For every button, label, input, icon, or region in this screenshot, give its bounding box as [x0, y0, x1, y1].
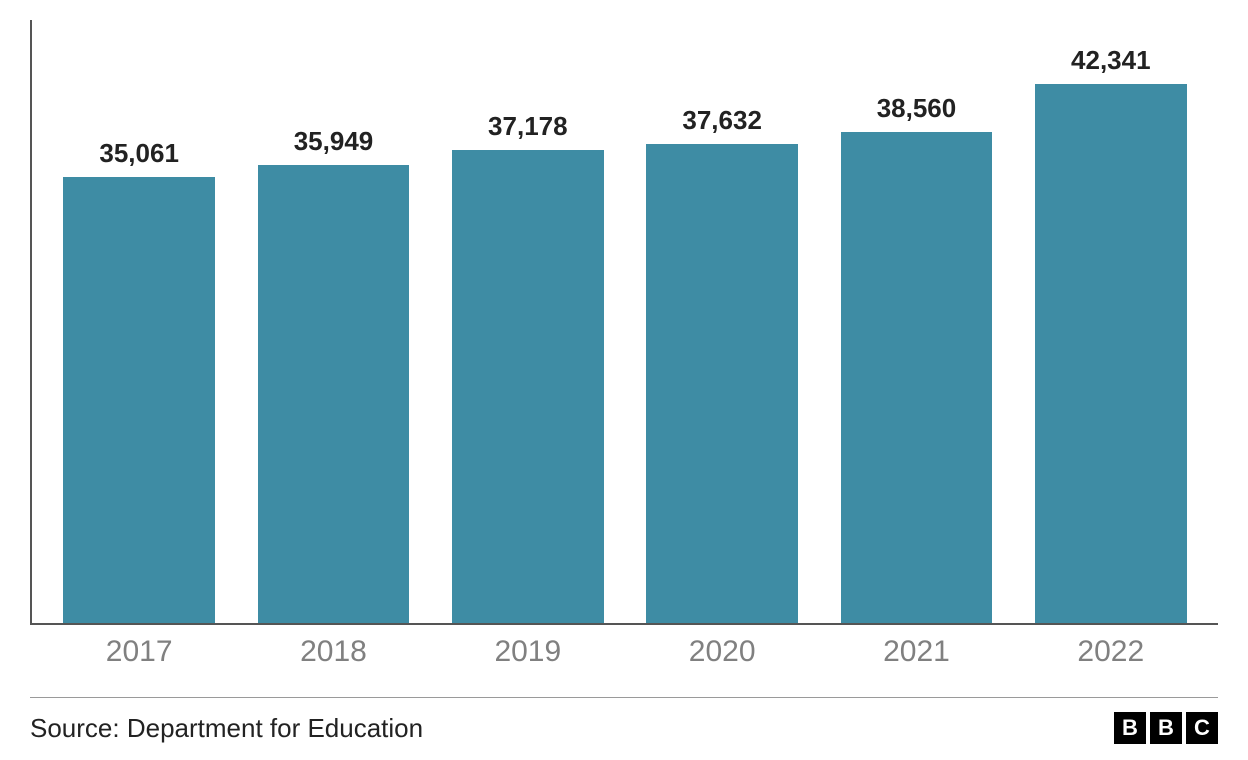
footer: Source: Department for Education B B C: [30, 712, 1218, 750]
bar-value-label: 37,632: [682, 105, 762, 136]
bbc-logo-block: B: [1150, 712, 1182, 744]
bar-value-label: 37,178: [488, 111, 568, 142]
bar-value-label: 38,560: [877, 93, 957, 124]
x-axis-label: 2021: [819, 635, 1013, 669]
x-axis-labels: 201720182019202020212022: [30, 631, 1218, 669]
bar-slot: 35,061: [42, 20, 236, 623]
source-text: Source: Department for Education: [30, 713, 423, 744]
bar-value-label: 35,061: [99, 138, 179, 169]
bar: [646, 144, 798, 623]
chart-container: 35,061 35,949 37,178 37,632 38,560 42,341 201…: [0, 0, 1248, 760]
bar-slot: 37,178: [431, 20, 625, 623]
bar-value-label: 42,341: [1071, 45, 1151, 76]
bar: [452, 150, 604, 623]
bbc-logo-block: B: [1114, 712, 1146, 744]
x-axis-label: 2017: [42, 635, 236, 669]
footer-divider: [30, 697, 1218, 698]
bar-slot: 37,632: [625, 20, 819, 623]
bar-chart: 35,061 35,949 37,178 37,632 38,560 42,341: [30, 20, 1218, 625]
bar: [63, 177, 215, 623]
bar: [841, 132, 993, 623]
bar: [1035, 84, 1187, 623]
bar-value-label: 35,949: [294, 126, 374, 157]
x-axis-label: 2019: [431, 635, 625, 669]
x-axis-label: 2022: [1014, 635, 1208, 669]
x-axis-label: 2018: [236, 635, 430, 669]
bbc-logo-block: C: [1186, 712, 1218, 744]
bbc-logo: B B C: [1114, 712, 1218, 744]
bar: [258, 165, 410, 623]
x-axis-label: 2020: [625, 635, 819, 669]
bar-slot: 42,341: [1014, 20, 1208, 623]
bar-slot: 38,560: [819, 20, 1013, 623]
bar-slot: 35,949: [236, 20, 430, 623]
